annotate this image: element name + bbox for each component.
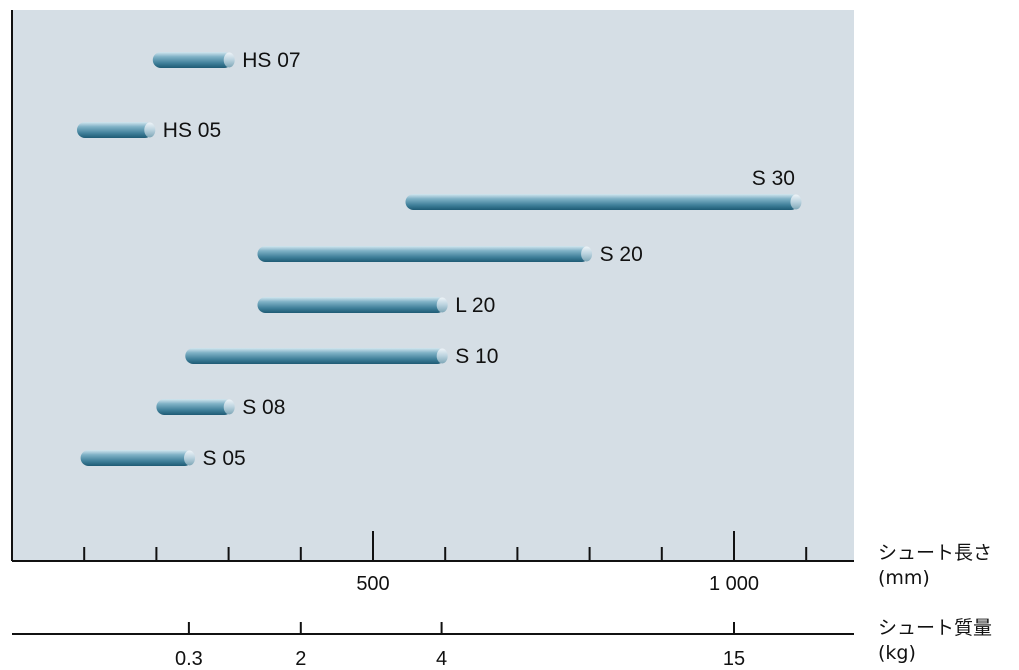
length-tick-label: 1 000 — [709, 573, 759, 595]
bar-body — [257, 246, 590, 262]
length-axis-label: シュート長さ — [878, 542, 992, 564]
bar-l-20: L 20 — [257, 294, 495, 317]
bar-s-30: S 30 — [405, 167, 802, 210]
bar-label: S 10 — [455, 345, 498, 368]
mass-axis-label: シュート質量 — [878, 617, 992, 639]
mass-axis-ticks — [187, 622, 735, 634]
bar-label: S 08 — [242, 396, 285, 419]
bar-end-cap — [581, 246, 593, 262]
bar-s-10: S 10 — [185, 345, 498, 368]
bar-label: HS 05 — [163, 119, 221, 142]
bar-label: S 20 — [600, 243, 643, 266]
bar-s-05: S 05 — [80, 447, 246, 470]
mass-axis-tick-labels: 0.3 2 4 15 — [175, 648, 745, 670]
bar-label: L 20 — [455, 294, 495, 317]
length-tick-label: 500 — [356, 573, 389, 595]
bar-hs-05: HS 05 — [76, 119, 221, 142]
bar-hs-07: HS 07 — [152, 49, 301, 72]
plot-background — [12, 10, 854, 561]
bar-body — [257, 297, 446, 313]
bar-label: S 05 — [203, 447, 246, 470]
mass-tick-label: 4 — [436, 648, 447, 670]
bar-body — [156, 399, 233, 415]
length-axis-tick-labels: 500 1 000 — [356, 573, 759, 595]
length-axis-ticks — [83, 531, 808, 561]
bar-end-cap — [436, 348, 448, 364]
bar-end-cap — [790, 194, 802, 210]
bars-layer: HS 07 HS 05 S 30 S 20 L 20 S 10 S 08 S 05 — [76, 49, 802, 470]
bar-end-cap — [144, 122, 156, 138]
bar-s-08: S 08 — [156, 396, 285, 419]
bar-s-20: S 20 — [257, 243, 643, 266]
bar-end-cap — [184, 450, 195, 466]
mass-tick-label: 15 — [723, 648, 745, 670]
bar-body — [405, 194, 799, 210]
bar-end-cap — [223, 52, 235, 68]
bar-body — [185, 348, 446, 364]
bar-body — [80, 450, 193, 466]
bar-label: HS 07 — [242, 49, 300, 72]
bar-end-cap — [436, 297, 448, 313]
length-axis-unit: (mm) — [878, 567, 930, 589]
mass-tick-label: 0.3 — [175, 648, 203, 670]
mass-axis-unit: (kg) — [878, 642, 916, 664]
mass-tick-label: 2 — [295, 648, 306, 670]
bar-body — [152, 52, 233, 68]
bar-label: S 30 — [752, 167, 795, 190]
bar-body — [76, 122, 153, 138]
bar-end-cap — [223, 399, 235, 415]
